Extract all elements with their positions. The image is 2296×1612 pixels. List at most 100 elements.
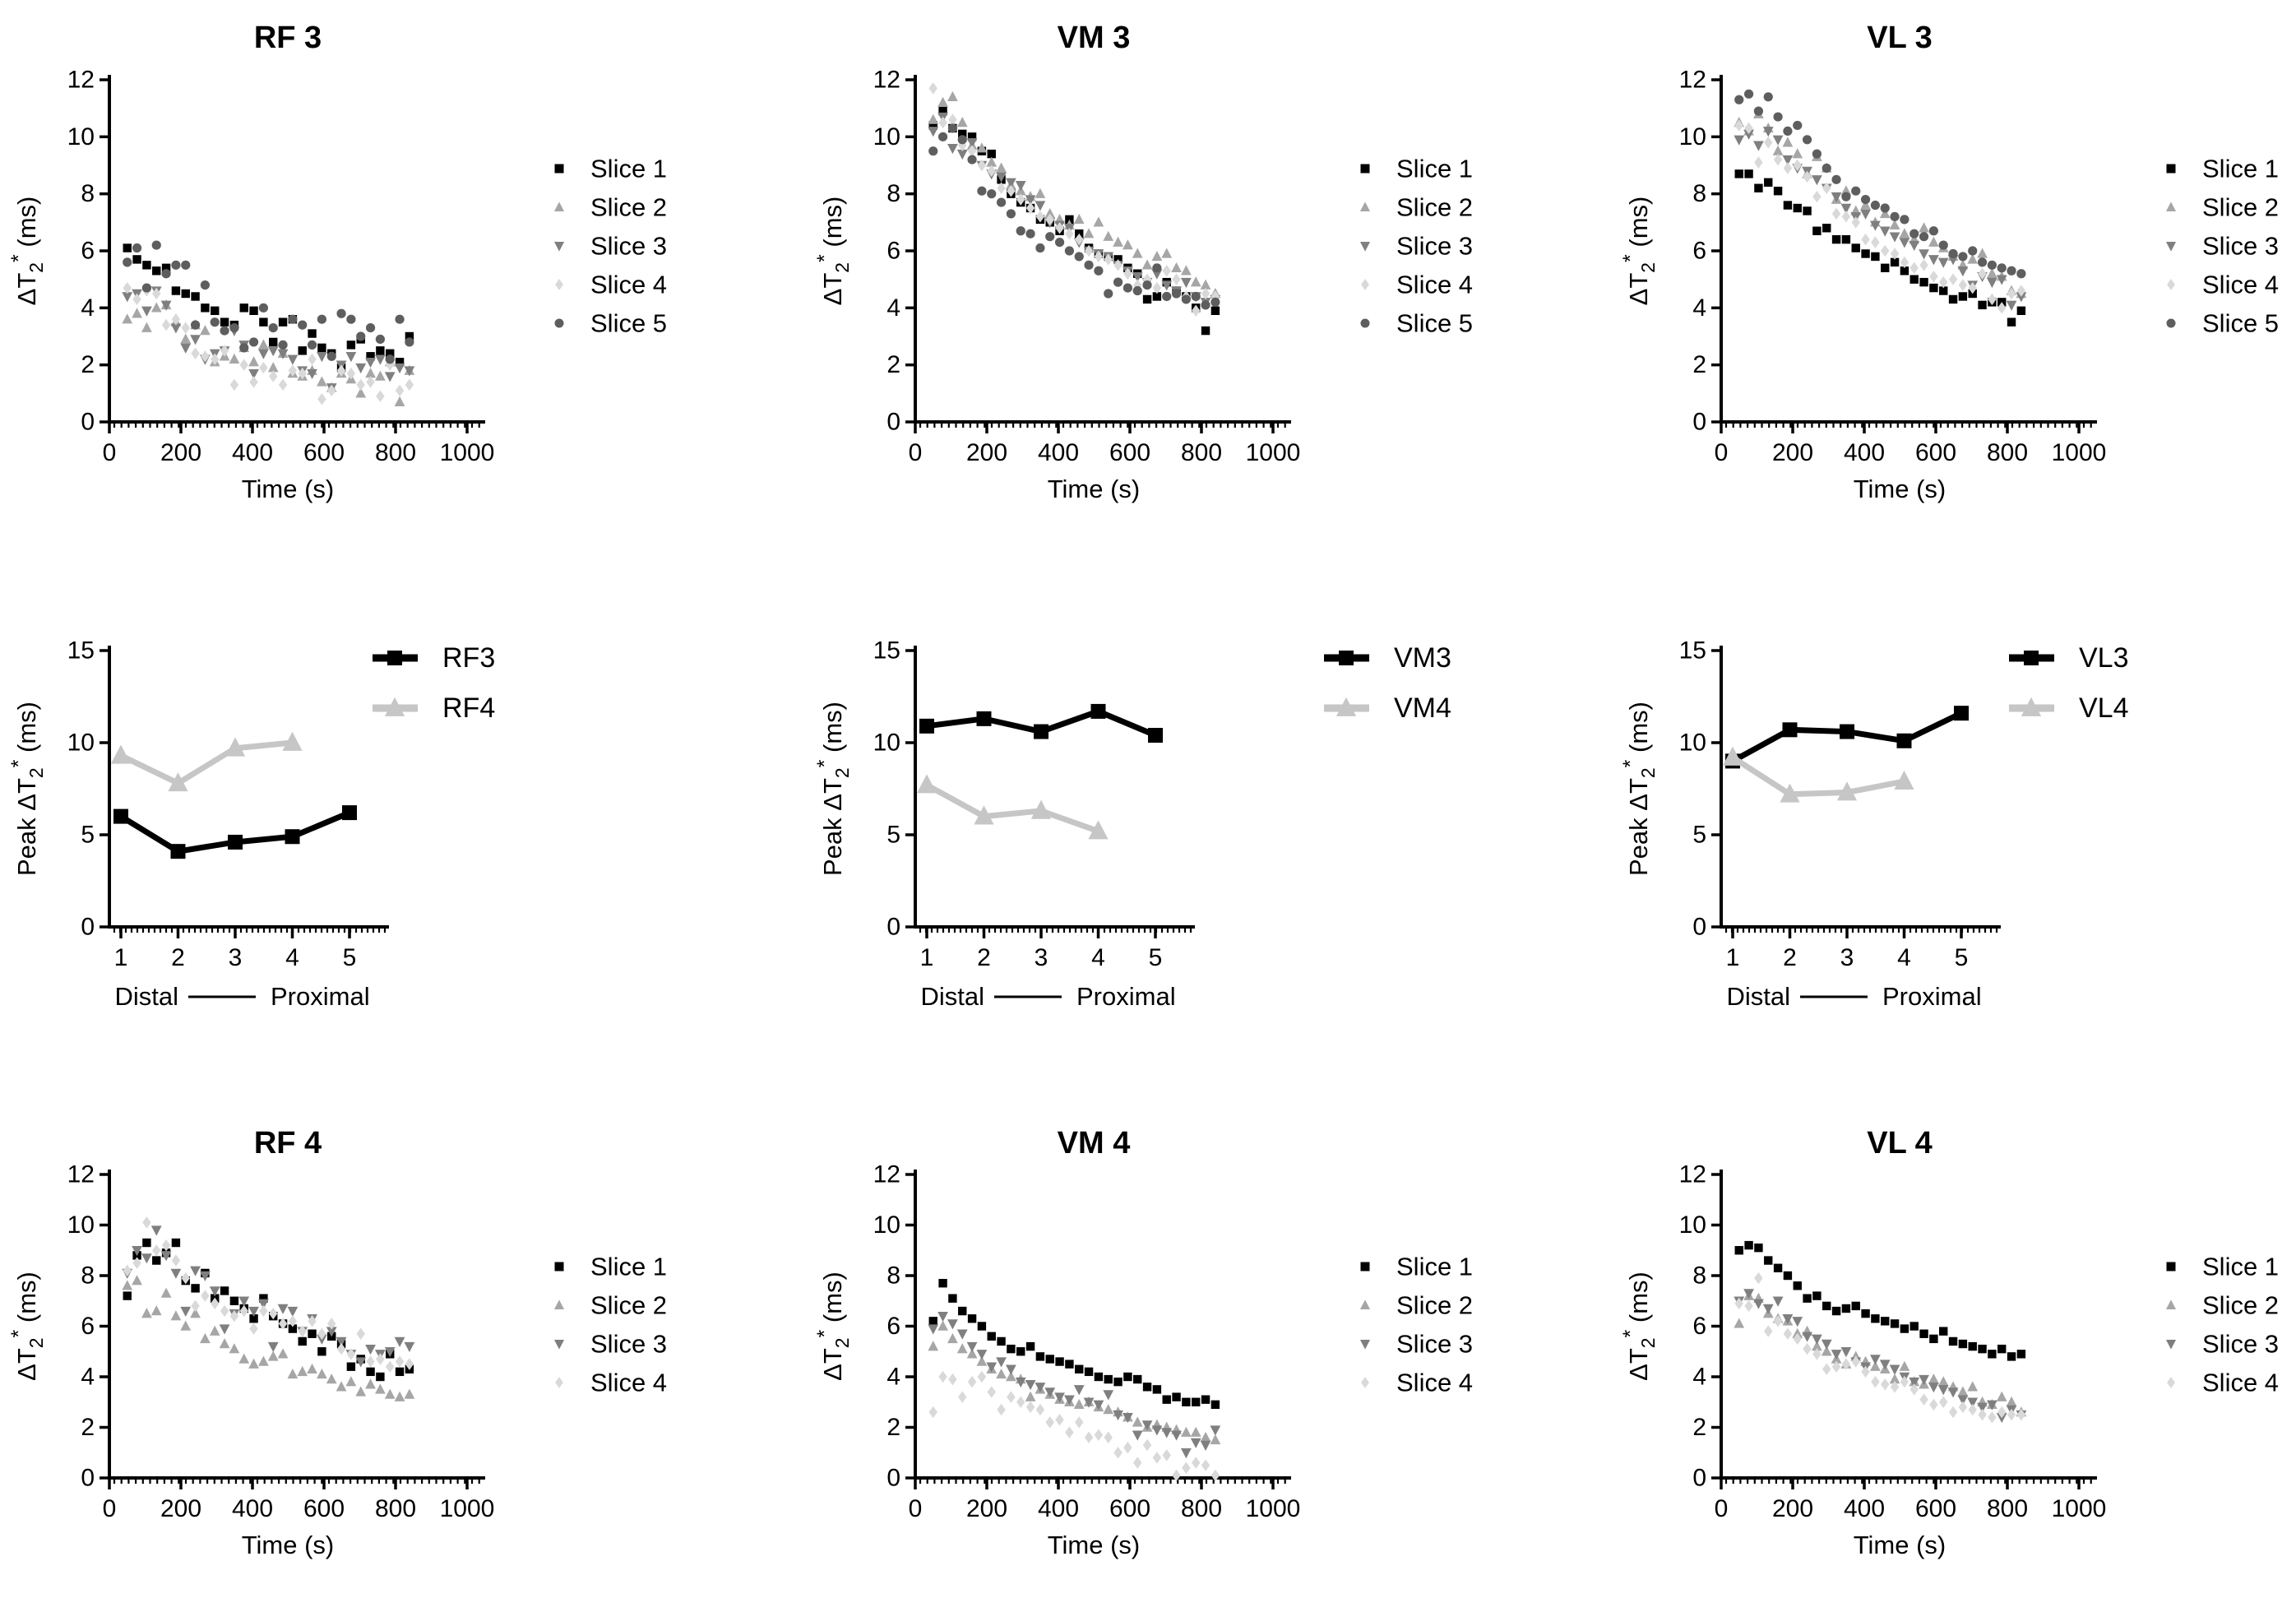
data-point [1075,1364,1084,1373]
data-point [1015,1377,1026,1388]
legend-label: VL3 [2079,642,2129,674]
data-point [376,1353,385,1365]
data-point [1035,1352,1045,1361]
data-point [967,132,977,141]
data-point [1879,1360,1891,1370]
data-point [1772,145,1784,155]
data-point [160,1287,172,1298]
data-point [1860,195,1871,205]
x-tick-label: 400 [1038,439,1079,466]
data-point [1113,236,1123,247]
data-point [395,384,405,397]
data-point [1210,1425,1221,1436]
data-point [1743,129,1754,140]
data-point [1142,294,1152,304]
legend-label: Slice 3 [2202,1330,2279,1359]
data-point [269,1307,278,1320]
data-point [1201,326,1210,336]
data-point [1889,232,1900,243]
y-axis-label-main: ΔT [12,273,41,306]
data-point [345,352,357,363]
data-point [336,1342,346,1355]
data-point [190,1266,201,1276]
x-tick-label: 800 [375,1495,416,1522]
x-tick-label: 0 [1715,1495,1729,1522]
data-point [1025,202,1035,215]
data-point [1968,1341,1977,1351]
data-point [1744,1240,1753,1250]
data-point [1044,207,1056,219]
x-tick-label: 400 [1844,1495,1885,1522]
panel-title: RF 4 [254,1126,322,1160]
data-point [191,347,200,360]
data-point [298,320,308,330]
y-axis-label-units: (ms) [12,1272,41,1330]
x-tick-label: 5 [1955,944,1969,971]
data-point [1782,155,1794,166]
data-point [395,314,405,324]
data-point [1093,1400,1104,1410]
data-point [966,1348,978,1359]
data-point [267,1341,279,1353]
panel-title: RF 3 [254,21,322,55]
data-point [1025,1391,1036,1401]
data-point [308,353,317,365]
data-point [1793,120,1803,131]
data-point [1132,1416,1143,1427]
data-point [336,1381,347,1392]
x-tick-label: 800 [1181,1495,1222,1522]
y-tick-label: 10 [67,730,95,757]
data-point [1210,306,1220,315]
data-point [1900,1375,1909,1388]
data-point [1967,1397,1979,1408]
data-point [123,243,132,252]
data-point [249,306,258,315]
data-point [1035,1403,1045,1416]
data-point [1016,1396,1025,1408]
data-point [1113,1410,1123,1421]
data-point [2007,1352,2016,1361]
data-point [269,337,278,347]
data-point [996,1368,1007,1379]
data-point [209,1286,220,1297]
data-point [297,1365,308,1377]
y-axis-label-main: Peak ΔT [1624,778,1653,876]
data-point [1894,770,1914,790]
data-point [258,1299,269,1309]
data-point [1190,1426,1201,1437]
series-slice-1 [1734,169,2026,327]
data-point [1812,1334,1822,1345]
x-tick-label: 5 [343,944,357,971]
series-slice-2 [122,1275,415,1401]
data-point [1928,255,1939,266]
data-point [277,1348,289,1359]
data-point [1899,228,1910,239]
data-point [211,306,220,315]
data-point [152,287,161,300]
y-tick-label: 4 [1692,294,1706,322]
x-tick-label: 1 [920,944,934,971]
x-tick-label: 600 [303,1495,345,1522]
data-point [1919,1329,1928,1338]
y-axis-label-subscript: 2 [25,1337,47,1348]
data-point [928,146,938,156]
data-point [1988,1410,1997,1424]
data-point [1939,276,1948,289]
data-point [1754,1243,1763,1253]
data-point [1104,289,1113,299]
data-point [1181,1448,1192,1459]
data-point [267,362,279,373]
data-point [2016,1408,2026,1421]
data-point [1968,1403,1977,1416]
data-point [1988,1350,1997,1359]
data-point [977,159,987,172]
data-point [1045,1355,1054,1364]
data-point [1939,286,1948,295]
data-point [938,106,947,116]
y-axis-label: ΔT2* (ms) [7,197,47,306]
data-point [181,260,191,270]
legend-diamond-icon [1361,279,1369,290]
x-tick-label: 600 [303,439,345,466]
